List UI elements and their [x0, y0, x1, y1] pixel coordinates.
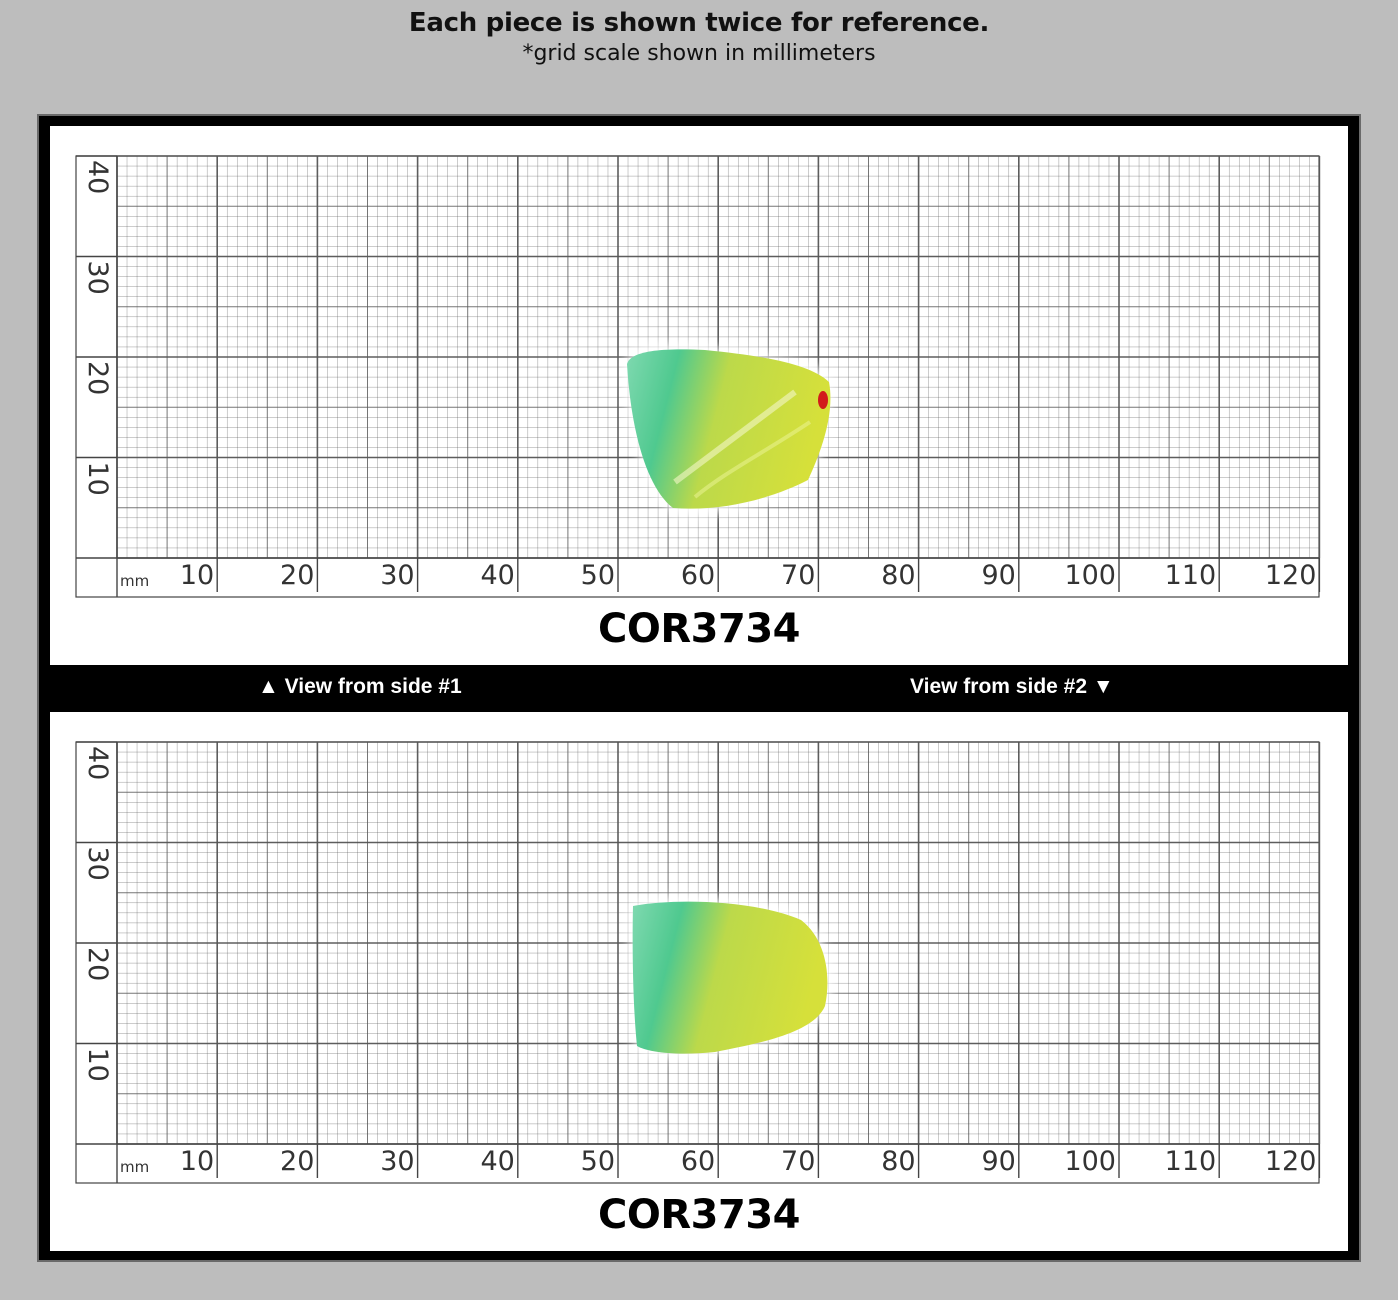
view-panel-side-1: 10 20 30 40 50 60 70 80 90 100 110 120 mm 40 30 20 10 CO… [50, 126, 1348, 665]
x-tick-label: 120 [1265, 1146, 1317, 1177]
grid-ruler-side-2: 10 20 30 40 50 60 70 80 90 100 110 120 mm 40 30 20 10 [75, 741, 1321, 1184]
y-tick-label: 20 [82, 361, 113, 395]
y-tick-label: 20 [82, 947, 113, 981]
y-tick-label: 10 [82, 462, 113, 496]
x-tick-label: 10 [180, 1146, 214, 1177]
view-label-side-1: ▲ View from side #1 [258, 675, 462, 698]
header-subtitle: *grid scale shown in millimeters [522, 41, 876, 66]
x-tick-label: 100 [1064, 560, 1116, 591]
x-tick-label: 120 [1265, 560, 1317, 591]
unit-label: mm [120, 572, 149, 590]
x-tick-label: 10 [180, 560, 214, 591]
y-tick-label: 40 [82, 746, 113, 780]
y-tick-label: 30 [82, 847, 113, 881]
stone-specimen [630, 897, 831, 1058]
unit-label: mm [120, 1158, 149, 1176]
specimen-code: COR3734 [598, 1192, 801, 1238]
x-tick-label: 110 [1165, 1146, 1217, 1177]
y-tick-label: 30 [82, 261, 113, 295]
grid-lines [116, 155, 1321, 559]
x-tick-label: 60 [681, 560, 715, 591]
x-tick-label: 20 [280, 560, 314, 591]
grid-ruler-side-1: 10 20 30 40 50 60 70 80 90 100 110 120 mm 40 30 20 10 [75, 155, 1321, 598]
x-tick-label: 100 [1064, 1146, 1116, 1177]
x-tick-label: 90 [981, 560, 1015, 591]
stone-specimen [625, 345, 831, 515]
y-tick-label: 40 [82, 160, 113, 194]
x-tick-label: 40 [480, 560, 514, 591]
x-tick-label: 70 [781, 1146, 815, 1177]
specimen-code: COR3734 [598, 606, 801, 652]
x-tick-label: 50 [581, 1146, 615, 1177]
y-tick-label: 10 [82, 1048, 113, 1082]
x-tick-label: 80 [881, 560, 915, 591]
x-tick-label: 60 [681, 1146, 715, 1177]
x-tick-label: 30 [380, 1146, 414, 1177]
x-tick-label: 50 [581, 560, 615, 591]
x-tick-label: 30 [380, 560, 414, 591]
x-tick-label: 110 [1165, 560, 1217, 591]
header-title: Each piece is shown twice for reference. [408, 8, 990, 38]
x-tick-label: 90 [981, 1146, 1015, 1177]
x-tick-label: 20 [280, 1146, 314, 1177]
x-tick-label: 40 [480, 1146, 514, 1177]
view-label-side-2: View from side #2 ▼ [910, 675, 1114, 698]
x-tick-label: 70 [781, 560, 815, 591]
view-panel-side-2: 10 20 30 40 50 60 70 80 90 100 110 120 mm 40 30 20 10 CO… [50, 712, 1348, 1251]
x-tick-label: 80 [881, 1146, 915, 1177]
